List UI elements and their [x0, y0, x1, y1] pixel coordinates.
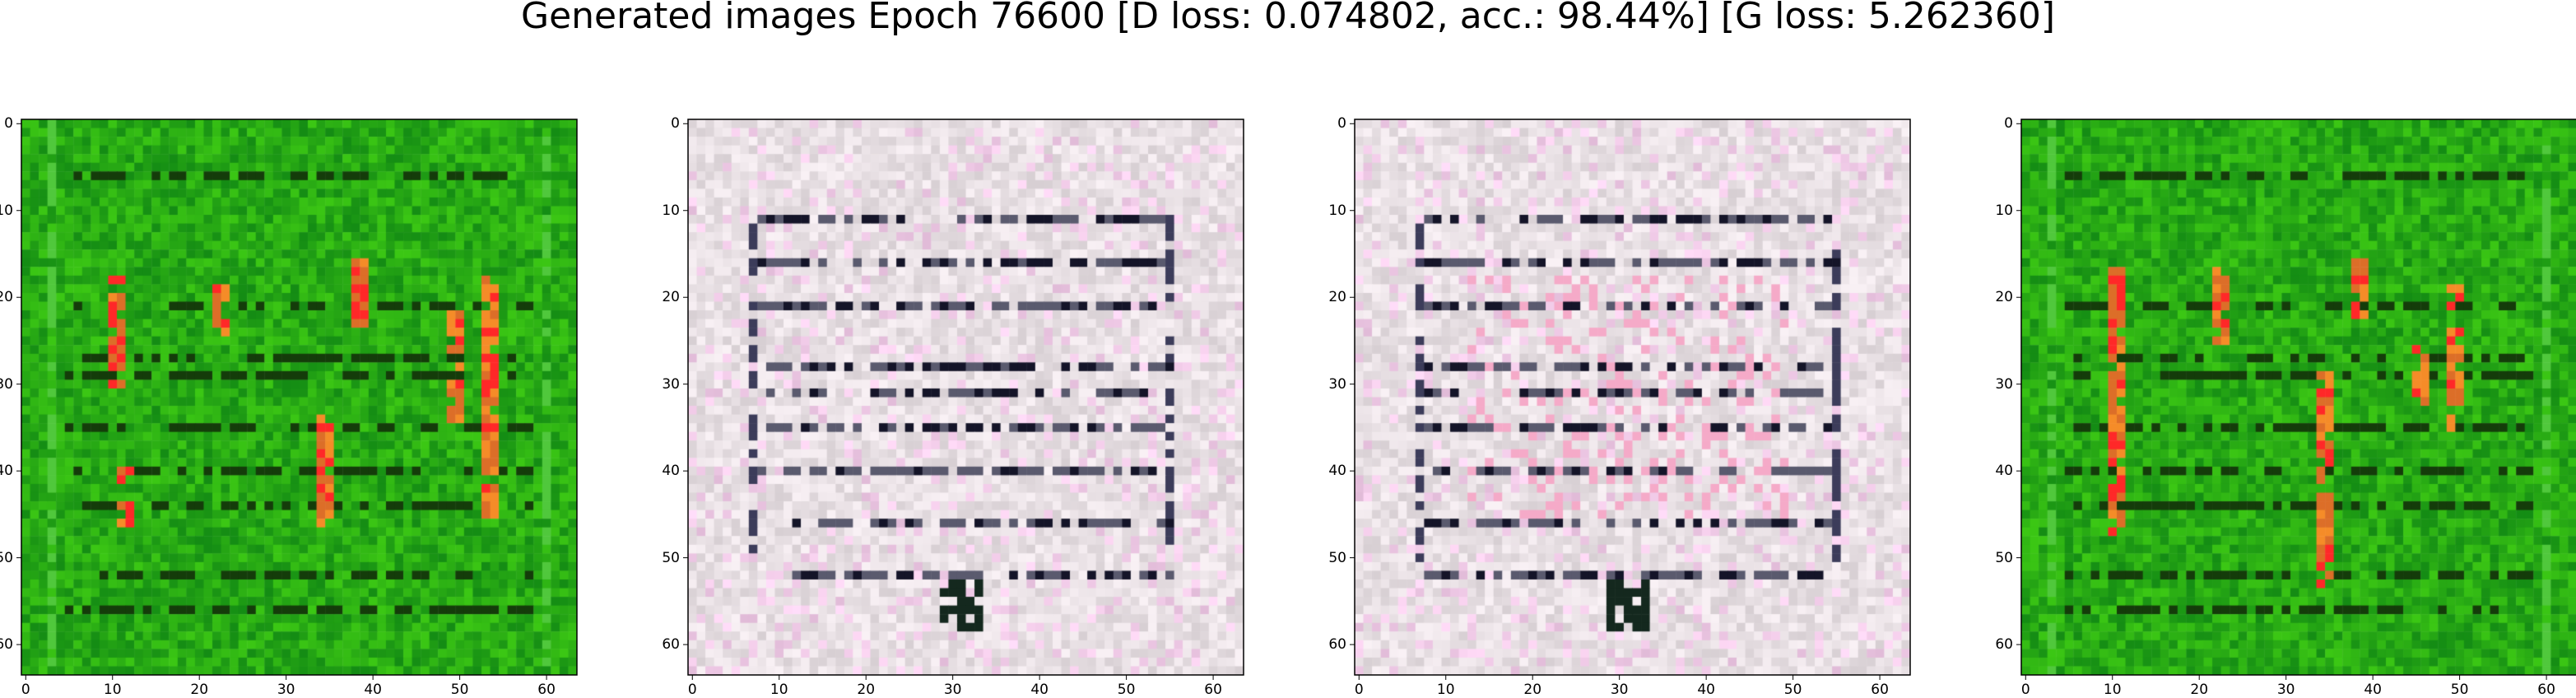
y-tick-label: 20	[1995, 289, 2013, 306]
x-tick-label: 40	[1030, 682, 1049, 698]
y-tick-label: 30	[1995, 375, 2013, 393]
figure-title: Generated images Epoch 76600 [D loss: 0.…	[520, 0, 2056, 37]
axes-border	[21, 119, 578, 676]
x-tick-label: 0	[2020, 682, 2030, 698]
generated-image-panel-3: 0 10 20 30 40 50 60 0 10 20 30 40 50 60	[1328, 115, 1911, 698]
y-tick-label: 10	[662, 202, 680, 219]
y-tick-label: 50	[1328, 549, 1346, 566]
x-tick-label: 40	[364, 682, 382, 698]
y-tick-label: 50	[0, 549, 13, 566]
x-tick-label: 30	[943, 682, 962, 698]
axes-frame	[2016, 119, 2576, 680]
generated-image-panel-1: 0 10 20 30 40 50 60 0 10 20 30 40 50 60	[0, 115, 578, 698]
generated-image-2	[688, 119, 1244, 675]
generated-image-3	[1355, 119, 1910, 675]
axes-border	[687, 119, 1244, 676]
x-tick-label: 60	[1204, 682, 1222, 698]
y-tick-label: 50	[1995, 549, 2013, 566]
y-tick-label: 10	[1995, 202, 2013, 219]
y-tick-label: 50	[662, 549, 680, 566]
x-tick-label: 60	[1871, 682, 1889, 698]
x-tick-label: 10	[770, 682, 788, 698]
axes-border	[2020, 119, 2576, 676]
axes-frame	[16, 119, 578, 680]
y-tick-label: 10	[1328, 202, 1346, 219]
x-tick-label: 60	[2537, 682, 2555, 698]
x-tick-label: 10	[2103, 682, 2122, 698]
y-tick-label: 0	[1337, 115, 1346, 133]
x-tick-label: 30	[277, 682, 295, 698]
generated-image-1	[21, 119, 577, 675]
x-tick-label: 30	[2276, 682, 2295, 698]
y-tick-label: 60	[1328, 636, 1346, 654]
generated-image-4	[2021, 119, 2576, 675]
x-tick-label: 20	[190, 682, 209, 698]
y-tick-label: 40	[1328, 463, 1346, 480]
y-tick-label: 20	[662, 289, 680, 306]
y-tick-label: 10	[0, 202, 13, 219]
x-tick-label: 0	[687, 682, 697, 698]
axes-border	[1354, 119, 1911, 676]
x-tick-label: 60	[537, 682, 556, 698]
y-tick-label: 60	[662, 636, 680, 654]
x-tick-label: 10	[1436, 682, 1455, 698]
x-tick-label: 20	[2190, 682, 2209, 698]
x-tick-label: 40	[1697, 682, 1715, 698]
x-tick-label: 50	[450, 682, 469, 698]
x-tick-label: 0	[21, 682, 30, 698]
x-tick-label: 40	[2364, 682, 2382, 698]
axes-frame	[683, 119, 1244, 680]
y-tick-label: 30	[1328, 375, 1346, 393]
x-tick-label: 20	[1523, 682, 1542, 698]
x-tick-label: 20	[857, 682, 876, 698]
y-tick-label: 40	[1995, 463, 2013, 480]
y-tick-label: 40	[662, 463, 680, 480]
y-tick-label: 0	[671, 115, 680, 133]
y-tick-label: 40	[0, 463, 13, 480]
y-tick-label: 20	[0, 289, 13, 306]
y-tick-label: 30	[0, 375, 13, 393]
x-tick-label: 50	[2450, 682, 2469, 698]
y-tick-label: 60	[1995, 636, 2013, 654]
y-tick-label: 30	[662, 375, 680, 393]
x-tick-label: 10	[103, 682, 122, 698]
x-tick-label: 50	[1783, 682, 1802, 698]
y-tick-label: 20	[1328, 289, 1346, 306]
generated-image-panel-2: 0 10 20 30 40 50 60 0 10 20 30 40 50 60	[662, 115, 1244, 698]
x-tick-label: 30	[1610, 682, 1629, 698]
y-tick-label: 60	[0, 636, 13, 654]
x-tick-label: 0	[1354, 682, 1364, 698]
y-tick-label: 0	[2004, 115, 2013, 133]
x-tick-label: 50	[1117, 682, 1136, 698]
axes-frame	[1350, 119, 1911, 680]
y-tick-label: 0	[4, 115, 13, 133]
generated-image-panel-4: 0 10 20 30 40 50 60 0 10 20 30 40 50 60	[1995, 115, 2576, 698]
